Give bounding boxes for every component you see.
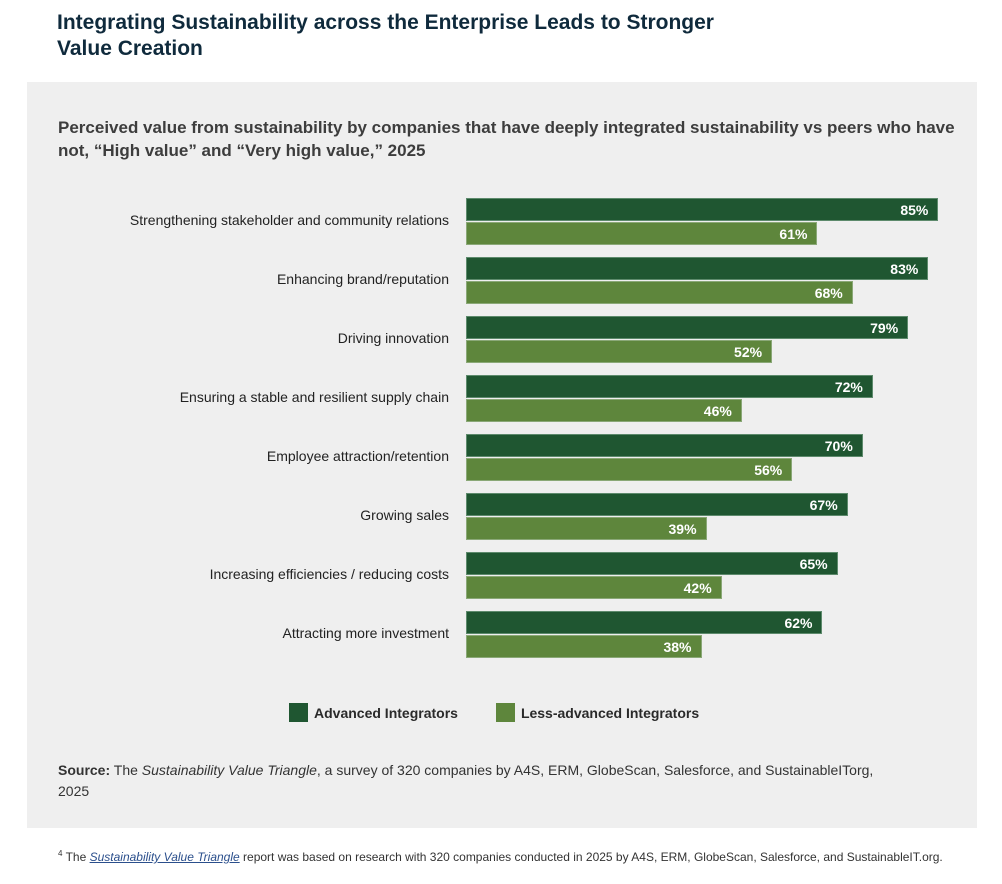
legend-swatch [289, 703, 308, 722]
legend-label: Advanced Integrators [314, 704, 458, 721]
bar-advanced: 67% [466, 493, 848, 516]
bar-less-advanced: 46% [466, 399, 742, 422]
footnote: 4 The Sustainability Value Triangle repo… [58, 846, 958, 865]
source-label: Source: [58, 762, 111, 778]
source-title: Sustainability Value Triangle [141, 762, 317, 778]
footnote-text: The [62, 850, 90, 864]
category-label: Employee attraction/retention [266, 448, 449, 464]
category-label: Driving innovation [337, 330, 449, 346]
legend: Advanced Integrators Less-advanced Integ… [289, 703, 699, 722]
report-link[interactable]: Sustainability Value Triangle [89, 850, 240, 864]
category-label: Growing sales [360, 507, 449, 523]
footnote-text: report was based on research with 320 co… [239, 850, 943, 864]
bar-less-advanced: 38% [466, 635, 702, 658]
legend-swatch [495, 703, 515, 722]
legend-item-less-advanced: Less-advanced Integrators [495, 703, 700, 722]
bar-less-advanced: 56% [466, 458, 793, 481]
chart-title: Perceived value from sustainability by c… [58, 118, 955, 160]
bar-advanced: 65% [466, 552, 838, 575]
bar-less-advanced: 61% [466, 222, 818, 245]
bar-advanced: 85% [466, 198, 939, 221]
bar-less-advanced: 52% [466, 340, 773, 363]
category-label: Ensuring a stable and resilient supply c… [179, 389, 449, 405]
source-text: The [110, 762, 142, 778]
bar-advanced: 70% [466, 434, 863, 457]
bar-advanced: 62% [466, 611, 823, 634]
legend-label: Less-advanced Integrators [520, 704, 700, 721]
bar-less-advanced: 39% [466, 517, 707, 540]
bar-less-advanced: 42% [466, 576, 722, 599]
category-label: Increasing efficiencies / reducing costs [209, 566, 449, 582]
source-text: , a survey of 320 companies by A4S, ERM,… [58, 762, 874, 799]
bar-advanced: 79% [466, 316, 909, 339]
bar-advanced: 72% [466, 375, 873, 398]
category-label: Attracting more investment [282, 625, 449, 641]
source-note: Source: The Sustainability Value Triangl… [58, 760, 878, 802]
legend-item-advanced: Advanced Integrators [289, 703, 458, 722]
category-label: Strengthening stakeholder and community … [129, 212, 449, 228]
bar-less-advanced: 68% [466, 281, 853, 304]
footnote-number: 4 [58, 849, 63, 858]
bar-advanced: 83% [466, 257, 929, 280]
category-label: Enhancing brand/reputation [276, 271, 449, 287]
page-title: Integrating Sustainability across the En… [57, 11, 714, 60]
